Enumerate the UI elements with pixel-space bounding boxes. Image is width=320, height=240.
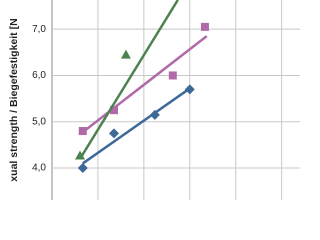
trend-line (79, 35, 208, 136)
data-point (168, 71, 177, 80)
data-point (109, 128, 119, 139)
y-tick-label: 5,0 (32, 116, 46, 127)
y-tick-label: 4,0 (32, 163, 46, 174)
y-tick-label: 7,0 (32, 24, 46, 35)
chart: xual strength / Biegefestigkeit [N 4,0 5,… (8, 0, 300, 200)
page: {"chart_data": {"type": "scatter", "y_la… (7, 0, 300, 200)
trend-line (82, 87, 191, 165)
data-point (200, 22, 209, 31)
data-point (149, 109, 160, 120)
data-point (78, 127, 87, 136)
y-tick-label: 6,0 (32, 70, 46, 81)
y-axis-label: xual strength / Biegefestigkeit [N (8, 18, 20, 181)
data-point (184, 84, 195, 95)
data-point (77, 163, 88, 174)
data-point (75, 150, 86, 160)
trend-line (78, 0, 179, 160)
data-point (120, 49, 131, 59)
